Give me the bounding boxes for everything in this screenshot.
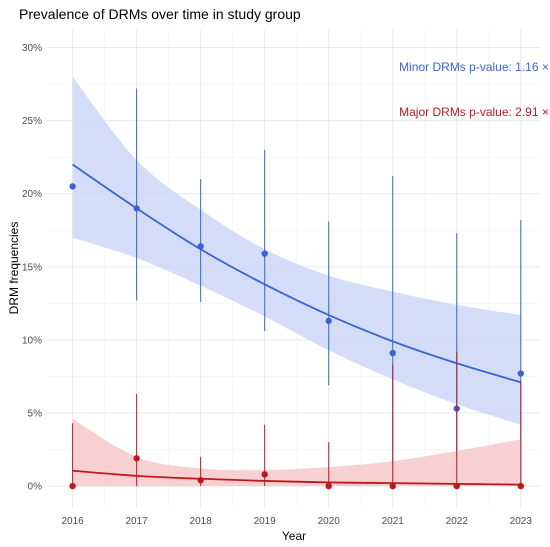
data-point xyxy=(69,183,76,190)
series-layer xyxy=(69,76,524,490)
y-tick-label: 15% xyxy=(22,262,42,273)
data-point xyxy=(197,243,204,250)
confidence-band xyxy=(72,418,521,487)
chart-title: Prevalence of DRMs over time in study gr… xyxy=(19,6,301,22)
data-point xyxy=(261,471,268,478)
trend-line xyxy=(72,469,521,486)
confidence-band xyxy=(72,76,521,425)
data-point xyxy=(389,349,396,357)
y-tick-label: 5% xyxy=(28,408,43,419)
x-tick-label: 2019 xyxy=(254,516,277,527)
y-tick-label: 25% xyxy=(22,116,42,127)
data-point xyxy=(69,482,76,490)
p-value-annotation: Minor DRMs p-value: 1.16 × 10−3 xyxy=(399,59,550,74)
y-tick-label: 0% xyxy=(28,482,43,493)
x-axis-title: Year xyxy=(282,529,306,543)
data-point xyxy=(453,482,460,490)
data-point xyxy=(389,482,396,490)
y-tick-label: 10% xyxy=(22,335,42,346)
x-tick-label: 2020 xyxy=(318,516,341,527)
y-tick-label: 20% xyxy=(22,189,42,200)
data-point xyxy=(325,482,332,490)
data-point xyxy=(197,477,204,484)
x-tick-label: 2022 xyxy=(446,516,469,527)
x-tick-label: 2018 xyxy=(190,516,213,527)
data-point xyxy=(325,317,332,325)
y-tick-label: 30% xyxy=(22,43,42,54)
series-1 xyxy=(69,351,524,490)
y-axis-ticks: 0% 5% 10% 15% 20% 25% 30% xyxy=(22,43,42,493)
annotations: Minor DRMs p-value: 1.16 × 10−3 Major DRM… xyxy=(399,59,550,119)
x-tick-label: 2017 xyxy=(126,516,149,527)
x-tick-label: 2016 xyxy=(61,516,84,527)
data-point xyxy=(133,455,140,462)
data-point xyxy=(517,482,524,490)
data-point xyxy=(133,205,140,212)
trend-line xyxy=(72,163,522,384)
x-axis-ticks: 2016 2017 2018 2019 2020 2021 2022 2023 xyxy=(61,516,532,527)
y-axis-title: DRM frequencies xyxy=(7,222,21,315)
p-value-annotation: Major DRMs p-value: 2.91 × 10−1 xyxy=(399,104,550,119)
x-tick-label: 2023 xyxy=(510,516,533,527)
x-tick-label: 2021 xyxy=(382,516,405,527)
data-point xyxy=(261,250,268,257)
data-point xyxy=(517,370,524,377)
